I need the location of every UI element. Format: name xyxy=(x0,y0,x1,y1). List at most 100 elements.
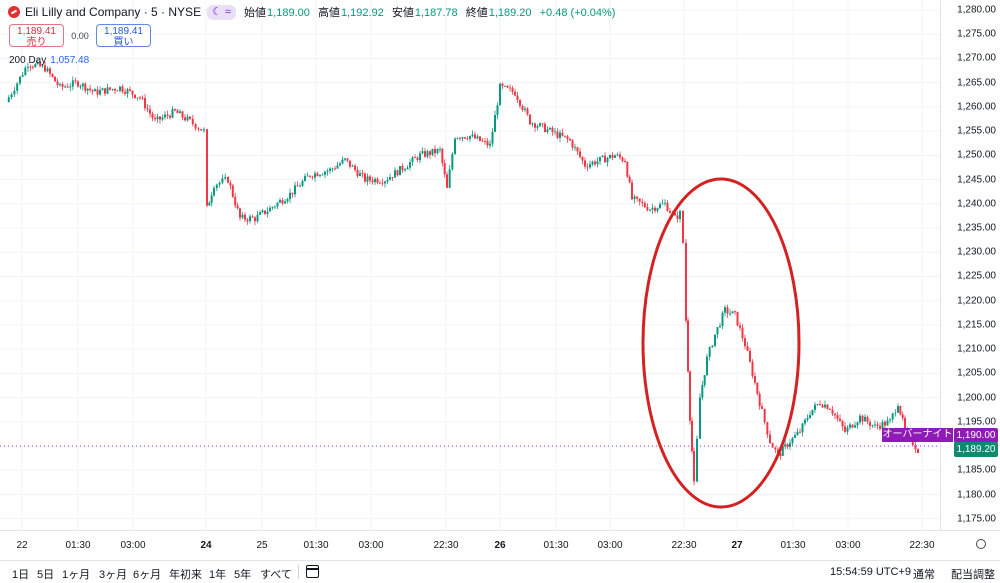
price-tick: 1,245.00 xyxy=(957,174,996,186)
high-value: 1,192.92 xyxy=(340,7,384,19)
price-tick: 1,215.00 xyxy=(957,319,996,331)
candle-body xyxy=(886,420,889,426)
candle-body xyxy=(766,422,769,435)
candle-body xyxy=(763,408,766,423)
candle-body xyxy=(501,83,504,87)
candle-body xyxy=(554,131,556,133)
candle-body xyxy=(344,158,346,160)
settings-icon[interactable] xyxy=(976,539,986,549)
candle-body xyxy=(834,413,836,416)
candle-body xyxy=(716,327,719,335)
range-button[interactable]: 1日 xyxy=(12,569,30,581)
candle-body xyxy=(866,416,869,422)
symbol-title[interactable]: Eli Lilly and Company · 5 · NYSE xyxy=(25,5,202,19)
candle-body xyxy=(693,451,695,482)
candle-body xyxy=(751,361,754,377)
candle-body xyxy=(534,123,536,128)
candle-body xyxy=(471,134,474,136)
time-tick: 03:00 xyxy=(120,540,146,551)
toolbar-divider xyxy=(298,565,299,579)
candle-body xyxy=(254,217,256,222)
clock[interactable]: 15:54:59 UTC+9 xyxy=(830,566,912,578)
time-axis[interactable]: 22 01:30 03:00 24 25 01:30 03:00 22:30 26 01:30 03… xyxy=(0,530,1000,560)
candle-body xyxy=(361,173,364,174)
candle-body xyxy=(404,169,406,171)
sell-button[interactable]: 1,189.41 売り xyxy=(9,24,64,48)
candle-body xyxy=(111,89,114,90)
candle-body xyxy=(591,161,594,165)
candle-body xyxy=(756,382,759,394)
candle-body xyxy=(731,311,734,314)
candle-body xyxy=(869,421,871,426)
range-button[interactable]: 5日 xyxy=(37,569,55,581)
candle-body xyxy=(711,346,714,348)
session-toggle[interactable]: 通常 xyxy=(913,569,935,581)
candle-body xyxy=(871,425,874,426)
candle-body xyxy=(486,140,489,146)
candle-body xyxy=(414,157,416,159)
candle-body xyxy=(146,108,149,110)
candle-body xyxy=(184,117,186,121)
range-button[interactable]: すべて xyxy=(260,569,292,581)
price-tick: 1,235.00 xyxy=(957,222,996,234)
range-button[interactable]: 年初来 xyxy=(169,569,202,581)
candle-body xyxy=(354,165,356,170)
candle-body xyxy=(746,346,749,351)
price-tick: 1,195.00 xyxy=(957,416,996,428)
candle-body xyxy=(504,85,506,87)
candle-body xyxy=(13,90,16,95)
candle-body xyxy=(794,435,796,438)
candle-body xyxy=(491,131,494,144)
candle-body xyxy=(669,211,671,213)
calendar-icon[interactable] xyxy=(306,565,319,578)
candle-body xyxy=(339,163,341,166)
candle-body xyxy=(46,68,49,72)
range-button[interactable]: 5年 xyxy=(234,569,252,581)
candle-body xyxy=(619,154,621,158)
range-button[interactable]: 1ヶ月 xyxy=(62,569,91,581)
candle-body xyxy=(246,219,249,222)
candle-body xyxy=(514,91,516,96)
candle-body xyxy=(682,210,684,243)
candlestick-chart[interactable] xyxy=(0,0,940,530)
time-tick: 01:30 xyxy=(780,540,806,551)
last-price-tag: 1,189.20 xyxy=(954,442,998,457)
candle-body xyxy=(119,86,121,91)
range-button[interactable]: 6ヶ月 xyxy=(133,569,162,581)
range-button[interactable]: 3ヶ月 xyxy=(99,569,128,581)
candle-body xyxy=(144,98,146,109)
candle-body xyxy=(811,409,814,415)
candle-body xyxy=(466,138,469,140)
candle-body xyxy=(739,325,741,328)
candle-body xyxy=(191,118,194,125)
low-label: 安値 xyxy=(391,7,414,19)
candle-body xyxy=(636,196,639,199)
chart-area[interactable] xyxy=(0,0,940,530)
candle-body xyxy=(461,137,464,139)
candle-body xyxy=(326,170,329,172)
candle-body xyxy=(774,447,777,450)
candle-body xyxy=(589,164,591,168)
candle-body xyxy=(901,414,904,419)
ma-legend[interactable]: 200 Day 1,057.48 xyxy=(9,55,89,66)
candle-body xyxy=(299,185,301,187)
candle-body xyxy=(436,149,439,154)
buy-button[interactable]: 1,189.41 買い xyxy=(96,24,151,48)
adjust-toggle[interactable]: 配当調整 xyxy=(951,569,995,581)
candle-body xyxy=(599,156,601,162)
time-tick: 03:00 xyxy=(358,540,384,551)
candle-body xyxy=(476,136,479,139)
candle-body xyxy=(579,151,581,157)
candle-body xyxy=(596,161,599,165)
candle-body xyxy=(189,116,191,119)
candle-body xyxy=(509,87,511,89)
session-badge[interactable]: ☾ ≈ xyxy=(207,4,237,20)
candle-body xyxy=(114,89,116,91)
candle-body xyxy=(631,182,633,200)
candle-body xyxy=(336,165,339,169)
candle-body xyxy=(814,404,816,410)
candle-body xyxy=(679,210,681,219)
candle-body xyxy=(366,176,369,182)
range-button[interactable]: 1年 xyxy=(209,569,227,581)
candle-body xyxy=(448,169,451,188)
